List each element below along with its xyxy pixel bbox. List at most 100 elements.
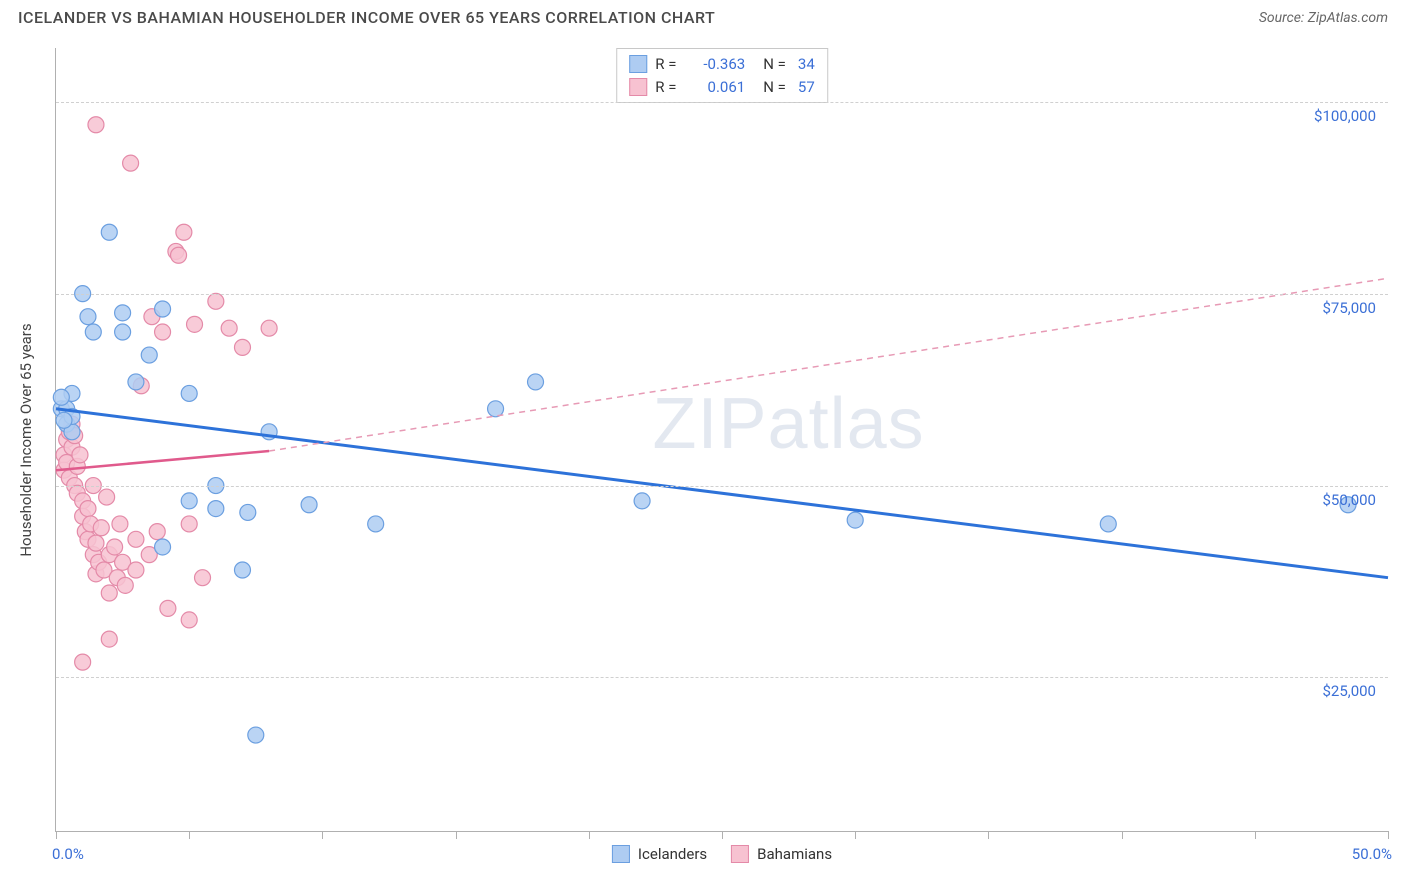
scatter-point: [75, 654, 91, 670]
gridline-h: [56, 486, 1388, 487]
x-tick: [1388, 831, 1389, 839]
scatter-point: [88, 117, 104, 133]
scatter-point: [176, 224, 192, 240]
scatter-point: [80, 309, 96, 325]
scatter-point: [115, 305, 131, 321]
y-tick-label: $25,000: [1322, 682, 1376, 700]
chart-plot-area: Householder Income Over 65 years ZIPatla…: [55, 48, 1388, 832]
scatter-point: [128, 531, 144, 547]
scatter-point: [101, 224, 117, 240]
scatter-point: [301, 497, 317, 513]
scatter-point: [208, 501, 224, 517]
stats-row-0: R = -0.363 N = 34: [629, 53, 815, 76]
scatter-point: [160, 600, 176, 616]
scatter-point: [85, 324, 101, 340]
x-min-label: 0.0%: [52, 845, 84, 863]
y-tick-label: $75,000: [1322, 299, 1376, 317]
scatter-point: [101, 585, 117, 601]
legend-swatch-0: [612, 845, 630, 863]
scatter-point: [72, 447, 88, 463]
x-tick: [589, 831, 590, 839]
scatter-point: [155, 301, 171, 317]
scatter-point: [99, 489, 115, 505]
chart-header: ICELANDER VS BAHAMIAN HOUSEHOLDER INCOME…: [0, 0, 1406, 33]
stats-r-label: R =: [655, 76, 681, 99]
scatter-point: [53, 389, 69, 405]
scatter-point: [88, 535, 104, 551]
regression-line-bahamians-dashed: [269, 278, 1388, 451]
scatter-point: [187, 316, 203, 332]
x-tick: [189, 831, 190, 839]
scatter-point: [155, 324, 171, 340]
scatter-point: [634, 493, 650, 509]
scatter-point: [107, 539, 123, 555]
gridline-h: [56, 677, 1388, 678]
scatter-point: [368, 516, 384, 532]
y-tick-label: $100,000: [1314, 107, 1376, 125]
scatter-point: [181, 493, 197, 509]
stats-n-value-0: 34: [798, 53, 815, 76]
scatter-point: [234, 562, 250, 578]
scatter-point: [181, 516, 197, 532]
stats-row-1: R = 0.061 N = 57: [629, 76, 815, 99]
scatter-point: [101, 631, 117, 647]
x-tick: [1122, 831, 1123, 839]
chart-title: ICELANDER VS BAHAMIAN HOUSEHOLDER INCOME…: [18, 8, 715, 27]
series-legend: Icelanders Bahamians: [612, 845, 832, 863]
x-tick: [322, 831, 323, 839]
x-tick: [456, 831, 457, 839]
y-tick-label: $50,000: [1322, 491, 1376, 509]
x-tick: [855, 831, 856, 839]
scatter-point: [117, 577, 133, 593]
legend-item-1: Bahamians: [731, 845, 832, 863]
scatter-point: [171, 247, 187, 263]
y-axis-title: Householder Income Over 65 years: [17, 323, 35, 556]
scatter-point: [115, 324, 131, 340]
scatter-point: [128, 562, 144, 578]
scatter-point: [181, 612, 197, 628]
scatter-point: [234, 339, 250, 355]
x-tick: [56, 831, 57, 839]
scatter-point: [149, 524, 165, 540]
stats-legend-box: R = -0.363 N = 34 R = 0.061 N = 57: [616, 48, 828, 103]
scatter-point: [528, 374, 544, 390]
chart-source: Source: ZipAtlas.com: [1259, 10, 1388, 26]
scatter-point: [195, 570, 211, 586]
x-tick: [722, 831, 723, 839]
stats-swatch-0: [629, 55, 647, 73]
scatter-point: [141, 347, 157, 363]
stats-r-value-0: -0.363: [689, 53, 745, 76]
scatter-point: [128, 374, 144, 390]
scatter-point: [847, 512, 863, 528]
scatter-point: [80, 501, 96, 517]
legend-item-0: Icelanders: [612, 845, 707, 863]
x-max-label: 50.0%: [1352, 845, 1392, 863]
scatter-point: [1100, 516, 1116, 532]
scatter-point: [261, 320, 277, 336]
legend-label-1: Bahamians: [757, 845, 832, 863]
scatter-point: [208, 293, 224, 309]
x-tick: [1255, 831, 1256, 839]
stats-n-value-1: 57: [798, 76, 815, 99]
chart-svg-layer: [56, 48, 1388, 831]
scatter-point: [181, 385, 197, 401]
scatter-point: [123, 155, 139, 171]
scatter-point: [93, 520, 109, 536]
scatter-point: [248, 727, 264, 743]
legend-label-0: Icelanders: [638, 845, 707, 863]
scatter-point: [155, 539, 171, 555]
legend-swatch-1: [731, 845, 749, 863]
stats-r-label: R =: [655, 53, 681, 76]
gridline-h: [56, 294, 1388, 295]
scatter-point: [221, 320, 237, 336]
scatter-point: [240, 504, 256, 520]
x-tick: [988, 831, 989, 839]
stats-n-label: N =: [763, 76, 786, 99]
scatter-point: [56, 412, 72, 428]
scatter-point: [488, 401, 504, 417]
regression-line-icelanders: [56, 409, 1388, 578]
stats-n-label: N =: [763, 53, 786, 76]
gridline-h: [56, 102, 1388, 103]
scatter-point: [112, 516, 128, 532]
stats-swatch-1: [629, 78, 647, 96]
